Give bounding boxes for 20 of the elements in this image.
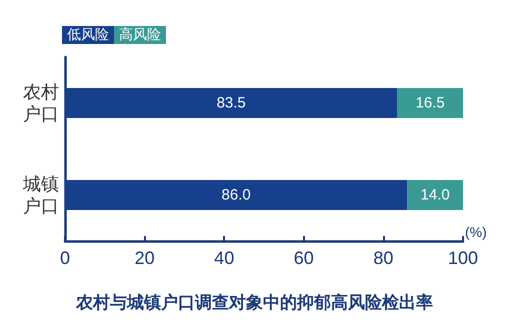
y-tick-label: 农村户口: [23, 82, 59, 124]
data-label: 14.0: [420, 186, 450, 204]
text: 低风险: [62, 26, 114, 44]
bar: [65, 180, 408, 210]
data-label: 16.5: [416, 94, 445, 112]
text: 高风险: [114, 26, 166, 44]
bar: [65, 88, 398, 118]
x-tick-label: 60: [294, 248, 314, 268]
text: 农村与城镇户口调查对象中的抑郁高风险检出率: [75, 293, 433, 312]
data-label: 83.5: [216, 94, 246, 112]
x-tick-label: 40: [214, 248, 234, 268]
x-tick-label: 0: [60, 248, 70, 268]
data-label: 86.0: [222, 186, 251, 204]
x-axis-title: (%): [465, 224, 487, 240]
y-tick-label: 城镇户口: [22, 174, 59, 216]
bar: [407, 180, 463, 210]
x-tick-label: 100: [448, 248, 478, 268]
x-tick-label: 20: [134, 248, 155, 268]
bar: [397, 88, 463, 118]
x-tick-label: 80: [373, 248, 394, 268]
